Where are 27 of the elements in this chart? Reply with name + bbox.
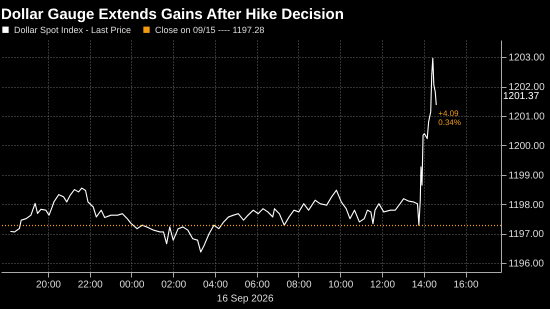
y-tick-label: 1198.00 bbox=[508, 200, 544, 211]
legend-label: Close on 09/15 ---- 1197.28 bbox=[155, 24, 264, 35]
y-tick-label: 1200.00 bbox=[508, 140, 546, 152]
annotation: +4.09 bbox=[438, 109, 460, 118]
x-tick-label: 06:00 bbox=[244, 280, 270, 290]
x-tick-label: 16:00 bbox=[453, 280, 479, 290]
x-tick-label: 10:00 bbox=[328, 280, 354, 290]
y-tick-label: 1202.00 bbox=[508, 82, 546, 94]
annotation: 0.34% bbox=[438, 118, 461, 128]
line-series bbox=[10, 58, 437, 253]
legend-label: Dollar Spot Index - Last Price bbox=[14, 24, 132, 35]
x-tick-label: 20:00 bbox=[36, 280, 62, 290]
y-tick-label: 1197.00 bbox=[508, 229, 544, 240]
y-tick-label: 1199.00 bbox=[508, 170, 544, 182]
chart-title: Dollar Gauge Extends Gains After Hike Decision bbox=[1, 6, 344, 23]
y-tick-label: 1201.00 bbox=[508, 111, 546, 122]
x-tick-label: 12:00 bbox=[370, 280, 396, 290]
x-tick-label: 00:00 bbox=[119, 280, 145, 290]
text: 1201.37 bbox=[503, 91, 540, 102]
x-tick-label: 08:00 bbox=[286, 280, 312, 290]
x-tick-label: 14:00 bbox=[412, 280, 438, 290]
x-tick-label: 04:00 bbox=[202, 280, 228, 290]
x-tick-label: 22:00 bbox=[78, 280, 104, 290]
y-tick-label: 1196.00 bbox=[508, 258, 544, 270]
x-axis-title: 16 Sep 2026 bbox=[216, 294, 274, 304]
y-tick-label: 1203.00 bbox=[508, 52, 546, 64]
x-tick-label: 02:00 bbox=[161, 280, 187, 290]
